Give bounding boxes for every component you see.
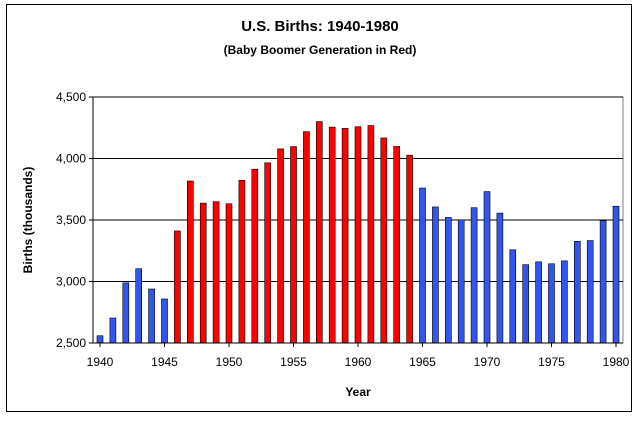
- bar-1956: [303, 131, 310, 344]
- bar-1951: [238, 179, 246, 344]
- bar-1953: [264, 162, 272, 344]
- bar-1974: [535, 261, 542, 344]
- bar-1977: [573, 240, 581, 344]
- x-tick-label: 1965: [409, 355, 436, 369]
- x-tick-label: 1945: [151, 355, 178, 369]
- x-tick-label: 1950: [216, 355, 243, 369]
- bar-1946: [174, 230, 181, 344]
- bar-1952: [251, 168, 259, 344]
- y-axis-ticks: 2,500 3,000 3,500 4,000 4,500: [56, 90, 93, 350]
- x-tick-label: 1970: [474, 355, 501, 369]
- x-tick-label: 1940: [87, 355, 114, 369]
- bar-1968: [457, 219, 465, 344]
- bar-1965: [419, 187, 426, 344]
- chart-subtitle: (Baby Boomer Generation in Red): [223, 43, 417, 57]
- bar-1940: [96, 335, 104, 344]
- x-axis-ticks: 1940 1945 1950 1955 1960 1965 1970 1975 1980: [87, 343, 630, 369]
- bar-1973: [522, 264, 530, 344]
- bar-1967: [444, 217, 452, 344]
- x-tick-label: 1960: [345, 355, 372, 369]
- bar-1949: [212, 201, 220, 344]
- x-tick-label: 1955: [280, 355, 307, 369]
- bar-1978: [586, 240, 594, 344]
- x-tick-label: 1975: [538, 355, 565, 369]
- y-tick-label: 2,500: [56, 336, 86, 350]
- bar-1976: [561, 260, 568, 344]
- bar-1941: [109, 317, 117, 344]
- bar-1971: [496, 212, 504, 344]
- bar-1964: [406, 154, 413, 344]
- bar-1958: [328, 126, 336, 344]
- bar-1972: [509, 249, 517, 344]
- bar-1962: [380, 137, 388, 344]
- bar-1957: [315, 121, 323, 344]
- bar-1980: [612, 205, 620, 344]
- bar-1943: [135, 268, 142, 344]
- bar-1950: [225, 203, 233, 344]
- y-tick-label: 3,000: [56, 275, 86, 289]
- y-tick-label: 4,500: [56, 90, 86, 104]
- bar-1969: [470, 207, 478, 344]
- x-tick-label: 1980: [603, 355, 630, 369]
- bar-1975: [548, 263, 555, 344]
- bars: [96, 121, 620, 344]
- bar-1948: [199, 202, 207, 344]
- bar-1954: [277, 148, 284, 344]
- bar-1960: [354, 126, 362, 344]
- bar-1945: [161, 298, 168, 344]
- y-axis-title: Births (thousands): [21, 167, 35, 274]
- bar-1944: [148, 288, 155, 344]
- bar-1979: [599, 220, 607, 344]
- bar-1970: [483, 191, 491, 344]
- bar-1961: [367, 125, 375, 344]
- y-tick-label: 3,500: [56, 213, 86, 227]
- chart-title: U.S. Births: 1940-1980: [241, 18, 399, 35]
- x-axis-title: Year: [345, 385, 371, 399]
- bar-1942: [122, 282, 130, 344]
- bar-1947: [187, 180, 194, 344]
- bar-1959: [341, 128, 349, 344]
- bar-1955: [290, 146, 297, 344]
- bar-1966: [432, 206, 439, 344]
- y-tick-label: 4,000: [56, 152, 86, 166]
- bar-1963: [393, 146, 401, 344]
